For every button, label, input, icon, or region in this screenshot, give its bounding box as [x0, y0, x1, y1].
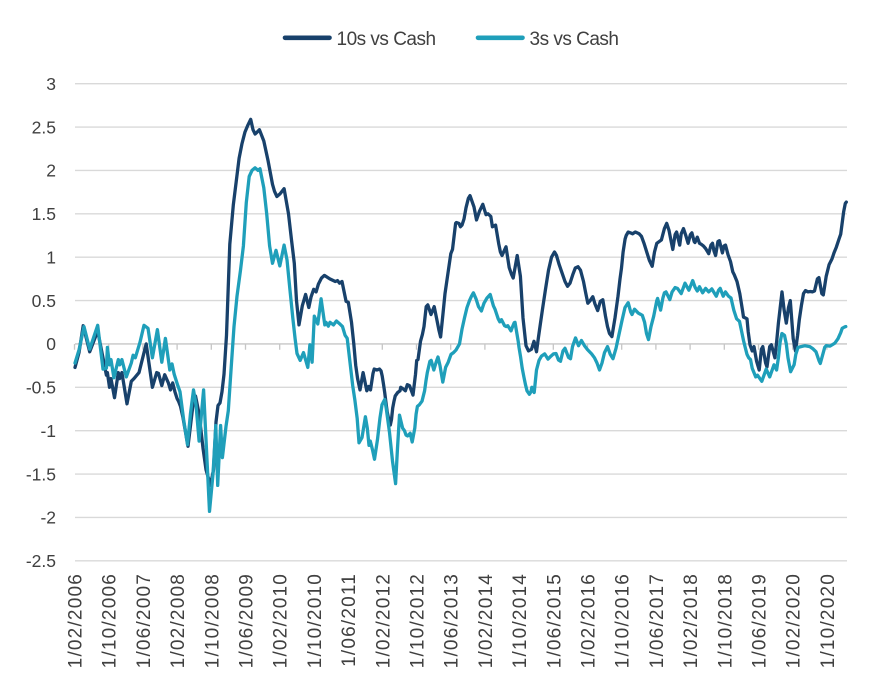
svg-text:1/06/2017: 1/06/2017: [647, 573, 668, 668]
svg-text:2.5: 2.5: [32, 117, 56, 137]
svg-text:1/10/2006: 1/10/2006: [100, 573, 121, 668]
svg-text:1/06/2007: 1/06/2007: [134, 573, 155, 668]
svg-text:1/10/2014: 1/10/2014: [510, 573, 531, 668]
svg-text:-1: -1: [40, 421, 56, 441]
svg-text:0: 0: [46, 334, 56, 354]
svg-text:1/06/2009: 1/06/2009: [237, 573, 258, 668]
svg-text:-2.5: -2.5: [26, 551, 56, 571]
svg-text:1/02/2020: 1/02/2020: [784, 573, 805, 668]
svg-text:1/10/2012: 1/10/2012: [408, 573, 429, 668]
svg-text:1/02/2016: 1/02/2016: [579, 573, 600, 668]
svg-text:10s vs Cash: 10s vs Cash: [337, 29, 436, 50]
svg-text:-1.5: -1.5: [26, 464, 56, 484]
svg-text:1/02/2010: 1/02/2010: [271, 573, 292, 668]
svg-text:1/06/2019: 1/06/2019: [750, 573, 771, 668]
svg-text:1/02/2018: 1/02/2018: [681, 573, 702, 668]
svg-text:1/06/2011: 1/06/2011: [339, 573, 360, 667]
svg-text:1/10/2010: 1/10/2010: [305, 573, 326, 668]
svg-text:1/10/2020: 1/10/2020: [818, 573, 839, 668]
svg-text:2: 2: [46, 161, 56, 181]
svg-text:1/10/2016: 1/10/2016: [613, 573, 634, 668]
svg-text:1/02/2014: 1/02/2014: [476, 573, 497, 668]
svg-text:1/06/2015: 1/06/2015: [544, 573, 565, 668]
svg-text:-2: -2: [40, 508, 56, 528]
svg-text:0.5: 0.5: [32, 291, 56, 311]
svg-text:1/10/2008: 1/10/2008: [202, 573, 223, 668]
svg-text:1/02/2012: 1/02/2012: [373, 573, 394, 668]
svg-text:1/06/2013: 1/06/2013: [442, 573, 463, 668]
svg-text:1/02/2006: 1/02/2006: [66, 573, 87, 668]
svg-text:1: 1: [46, 247, 56, 267]
svg-text:-0.5: -0.5: [26, 378, 56, 398]
svg-text:3: 3: [46, 74, 56, 94]
svg-text:1/10/2018: 1/10/2018: [715, 573, 736, 668]
svg-text:1.5: 1.5: [32, 204, 56, 224]
svg-text:3s vs Cash: 3s vs Cash: [530, 29, 619, 50]
svg-text:1/02/2008: 1/02/2008: [168, 573, 189, 668]
